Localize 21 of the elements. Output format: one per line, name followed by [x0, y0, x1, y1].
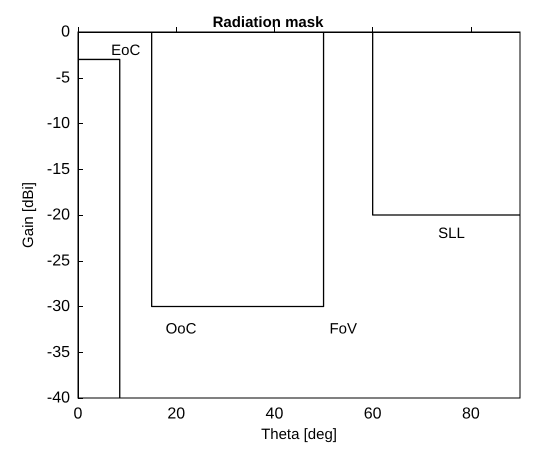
x-tick-label: 20	[167, 406, 186, 422]
y-tick-label: -25	[46, 252, 70, 270]
annotation: SLL	[438, 224, 465, 242]
x-tick-label: 80	[462, 406, 480, 422]
y-tick-label: -30	[46, 298, 70, 315]
annotation: OoC	[166, 320, 197, 338]
annotation: FoV	[329, 320, 357, 338]
x-tick-label: 60	[364, 406, 382, 422]
y-tick-label: -10	[46, 115, 70, 132]
y-tick-label: -15	[46, 160, 70, 178]
y-tick-label: 0	[61, 24, 70, 40]
x-tick-label: 0	[74, 406, 83, 422]
x-tick-label: 40	[266, 406, 284, 422]
annotation: EoC	[111, 42, 140, 59]
chart-title: Radiation mask	[212, 14, 324, 31]
x-axis-title: Theta [deg]	[261, 426, 337, 443]
y-tick-label: -40	[46, 390, 70, 406]
y-tick-label: -20	[46, 206, 70, 224]
y-axis-title: Gain [dBi]	[20, 182, 37, 248]
y-tick-label: -5	[56, 69, 70, 86]
y-tick-label: -35	[46, 344, 70, 361]
